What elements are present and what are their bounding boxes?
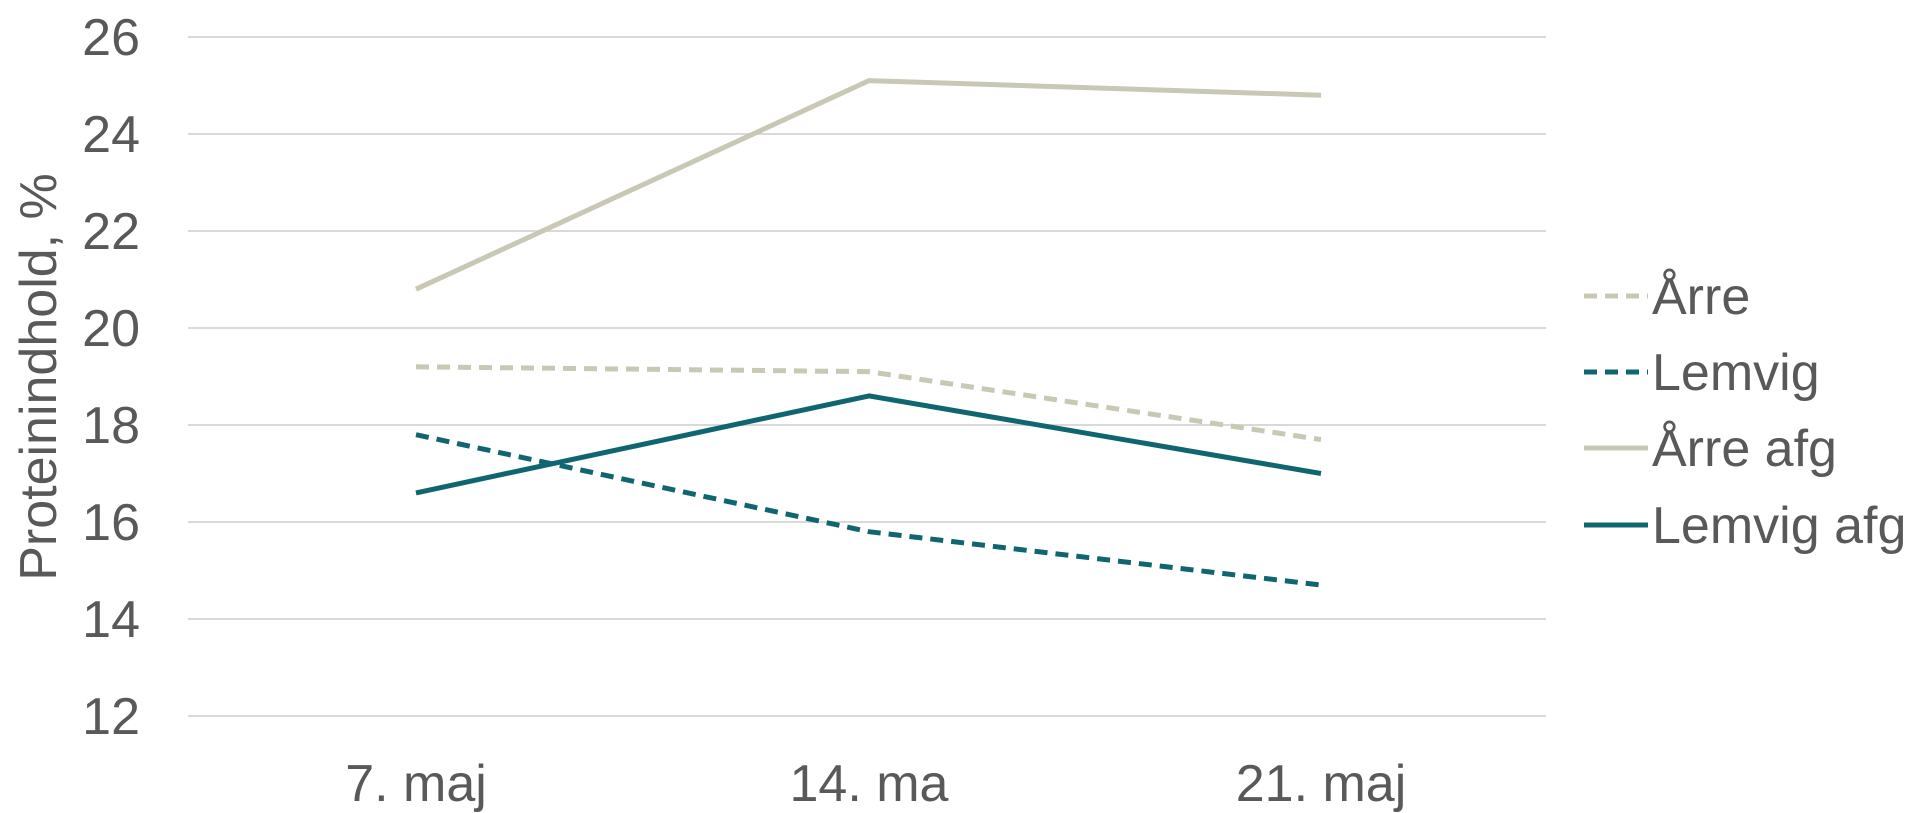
legend-label: Lemvig afg [1652, 497, 1906, 555]
y-axis-tick-labels: 12 14 16 18 20 22 24 26 [82, 9, 140, 746]
legend-label: Årre [1652, 268, 1750, 326]
legend-label: Årre afg [1652, 420, 1837, 478]
legend: Årre Lemvig Årre afg Lemvig afg [1584, 268, 1906, 555]
y-tick-label: 18 [82, 397, 140, 455]
series-line-1 [415, 364, 1322, 443]
series-line-2 [415, 432, 1322, 588]
y-tick-label: 12 [82, 688, 140, 746]
x-tick-label: 7. maj [345, 755, 487, 813]
y-tick-label: 22 [82, 203, 140, 261]
y-tick-label: 24 [82, 106, 140, 164]
series-line-3 [414, 78, 1322, 292]
gridlines [188, 36, 1546, 717]
y-tick-label: 20 [82, 300, 140, 358]
series-line-4 [415, 393, 1322, 496]
x-axis-tick-labels: 7. maj 14. ma 21. maj [345, 755, 1406, 813]
y-tick-label: 14 [82, 591, 140, 649]
x-tick-label: 14. ma [790, 755, 949, 813]
series-lines [414, 78, 1322, 588]
y-axis-title: Proteinindhold, % [10, 173, 68, 581]
y-tick-label: 16 [82, 494, 140, 552]
x-tick-label: 21. maj [1236, 755, 1407, 813]
y-tick-label: 26 [82, 9, 140, 67]
legend-label: Lemvig [1652, 344, 1820, 402]
